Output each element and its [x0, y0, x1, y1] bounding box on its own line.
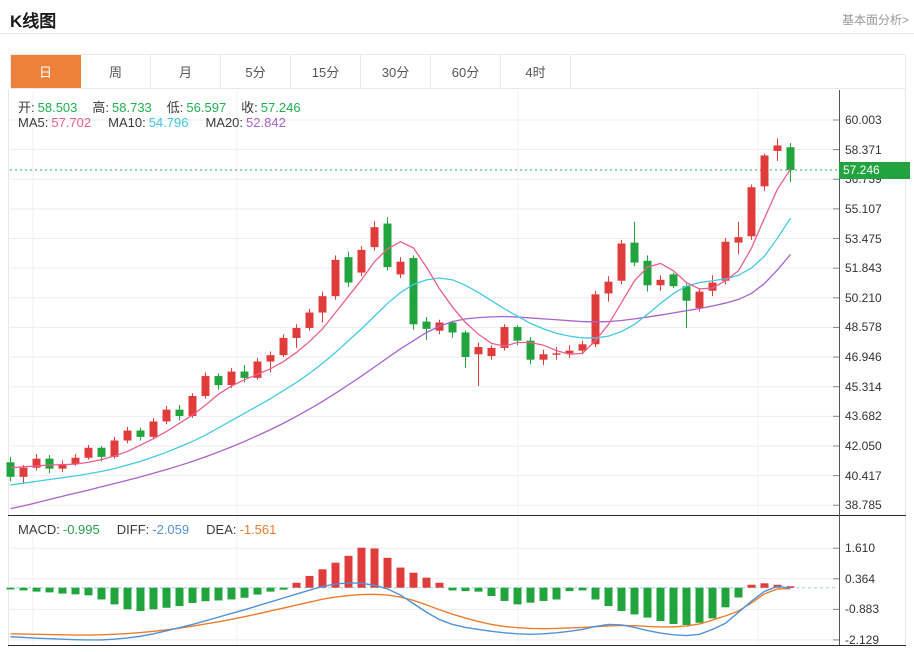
title-divider — [0, 33, 914, 34]
ma5-line — [10, 168, 792, 469]
ma20-line — [10, 253, 791, 510]
ma-info-row: MA5: 57.702 MA10: 54.796 MA20: 52.842 — [18, 115, 286, 130]
tab-5min[interactable]: 5分 — [221, 55, 291, 88]
y-axis-label: 46.946 — [845, 350, 882, 365]
tab-week[interactable]: 周 — [81, 55, 151, 88]
y-axis-label: 51.843 — [845, 261, 882, 276]
tab-month[interactable]: 月 — [151, 55, 221, 88]
y-axis-label: -0.883 — [845, 602, 880, 617]
y-axis-label: 43.682 — [845, 409, 882, 424]
macd-histogram — [6, 547, 795, 625]
close-value: 收: 57.246 — [241, 100, 301, 115]
tab-day[interactable]: 日 — [11, 55, 81, 88]
y-axis-label: 48.578 — [845, 320, 882, 335]
low-value: 低: 56.597 — [166, 100, 227, 115]
diff-value: DIFF: -2.059 — [116, 522, 190, 537]
page-title: K线图 — [10, 12, 57, 31]
y-axis-label: 58.371 — [845, 142, 882, 157]
y-axis-label: 38.785 — [845, 498, 882, 513]
fundamental-analysis-link[interactable]: 基本面分析> — [841, 13, 909, 27]
y-axis-label: 60.003 — [845, 113, 882, 127]
dea-value: DEA: -1.561 — [206, 522, 277, 537]
y-axis-label: 1.610 — [845, 541, 876, 556]
ohlc-info-row: 开: 58.503 高: 58.733 低: 56.597 收: 57.246 — [18, 97, 301, 116]
tab-30min[interactable]: 30分 — [361, 55, 431, 88]
y-axis-label: 0.364 — [845, 571, 876, 586]
chart-frame — [8, 89, 906, 647]
ma10-line — [10, 217, 792, 486]
y-axis-label: 40.417 — [845, 468, 882, 483]
ma10-value: MA10: 54.796 — [108, 115, 189, 130]
diff-line — [10, 582, 791, 641]
ma5-value: MA5: 57.702 — [18, 115, 92, 130]
tab-4hour[interactable]: 4时 — [501, 55, 571, 88]
y-axis-label: 50.210 — [845, 290, 882, 305]
open-value: 开: 58.503 — [18, 100, 78, 115]
y-axis-label: -2.129 — [845, 632, 880, 647]
ma20-value: MA20: 52.842 — [205, 115, 286, 130]
dea-line — [10, 587, 791, 636]
y-axis-label: 53.475 — [845, 231, 882, 246]
period-tabbar: 日 周 月 5分 15分 30分 60分 4时 — [10, 54, 906, 89]
current-price-badge: 57.246 — [839, 162, 910, 179]
high-value: 高: 58.733 — [92, 100, 152, 115]
tab-15min[interactable]: 15分 — [291, 55, 361, 88]
y-axis-label: 42.050 — [845, 438, 882, 453]
y-axis-label: 55.107 — [845, 201, 882, 216]
tab-60min[interactable]: 60分 — [431, 55, 501, 88]
macd-info-row: MACD: -0.995 DIFF: -2.059 DEA: -1.561 — [18, 522, 276, 537]
y-axis-label: 45.314 — [845, 379, 882, 394]
macd-value: MACD: -0.995 — [18, 522, 100, 537]
candles-group — [6, 138, 795, 485]
